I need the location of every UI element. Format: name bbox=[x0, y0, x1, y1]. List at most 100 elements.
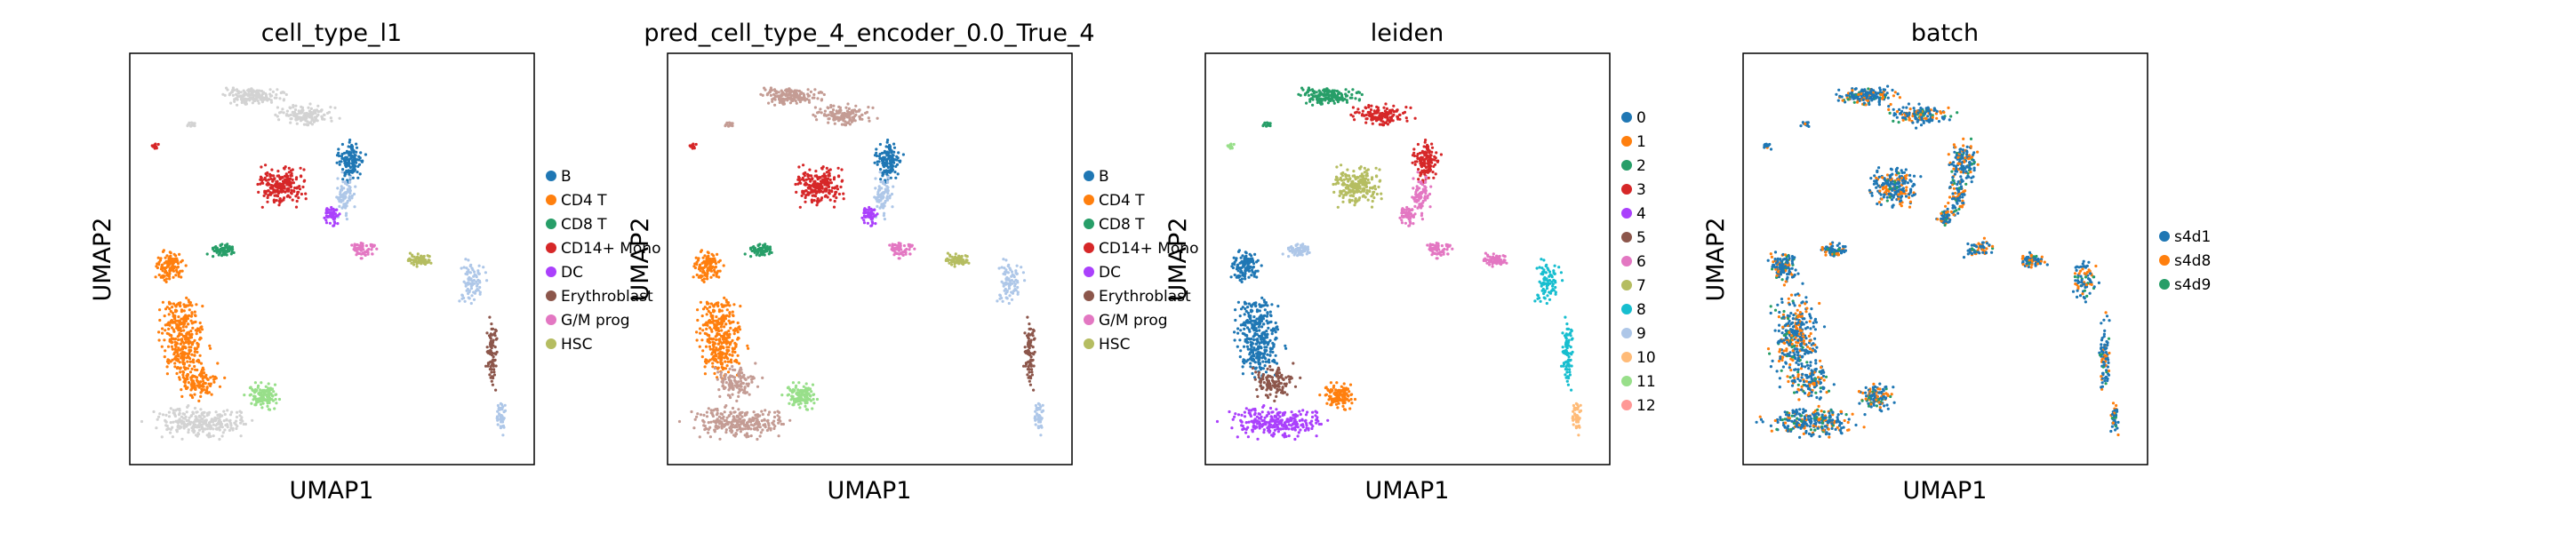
scatter-point bbox=[1423, 195, 1427, 198]
scatter-point bbox=[1424, 139, 1428, 142]
scatter-point bbox=[219, 243, 222, 247]
scatter-point bbox=[716, 411, 719, 415]
scatter-point bbox=[1036, 412, 1039, 416]
scatter-point bbox=[946, 251, 949, 255]
scatter-point bbox=[749, 255, 753, 259]
scatter-point bbox=[490, 322, 493, 326]
scatter-point bbox=[176, 408, 180, 411]
scatter-point bbox=[168, 333, 172, 337]
scatter-point bbox=[725, 416, 729, 419]
scatter-point bbox=[891, 205, 894, 209]
scatter-point bbox=[997, 266, 1001, 270]
scatter-point bbox=[266, 200, 269, 203]
scatter-point bbox=[778, 416, 781, 419]
scatter-point bbox=[998, 293, 1002, 297]
scatter-point bbox=[344, 195, 348, 198]
scatter-point bbox=[695, 263, 699, 266]
scatter-point bbox=[169, 251, 172, 255]
scatter-point bbox=[715, 315, 718, 319]
scatter-point bbox=[882, 165, 886, 169]
scatter-point bbox=[348, 172, 351, 176]
scatter-point bbox=[854, 104, 858, 107]
scatter-point bbox=[844, 120, 847, 123]
legend-marker bbox=[1084, 243, 1094, 253]
scatter-point bbox=[282, 198, 285, 202]
legend-marker bbox=[546, 290, 556, 301]
scatter-point bbox=[286, 189, 290, 193]
scatter-point bbox=[883, 191, 886, 195]
scatter-point bbox=[214, 245, 218, 249]
scatter-point bbox=[200, 426, 204, 429]
scatter-point bbox=[285, 109, 289, 113]
scatter-point bbox=[472, 298, 476, 301]
scatter-point bbox=[221, 431, 225, 434]
scatter-point bbox=[486, 349, 490, 353]
scatter-point bbox=[752, 248, 756, 251]
scatter-point bbox=[1311, 103, 1315, 107]
scatter-point bbox=[485, 279, 489, 282]
scatter-point bbox=[874, 222, 877, 226]
scatter-point bbox=[180, 340, 184, 344]
scatter-point bbox=[1316, 100, 1319, 105]
scatter-point bbox=[778, 96, 781, 100]
scatter-point bbox=[750, 378, 754, 381]
scatter-point bbox=[786, 386, 789, 390]
scatter-point bbox=[169, 254, 172, 258]
scatter-point bbox=[163, 314, 166, 318]
scatter-point bbox=[846, 121, 850, 124]
scatter-point bbox=[731, 423, 735, 426]
scatter-point bbox=[469, 301, 473, 306]
scatter-point bbox=[295, 122, 299, 125]
scatter-point bbox=[723, 386, 726, 391]
scatter-point bbox=[1026, 315, 1029, 319]
scatter-point bbox=[1428, 192, 1432, 196]
scatter-point bbox=[188, 301, 192, 305]
scatter-point bbox=[466, 273, 469, 276]
scatter-point bbox=[712, 274, 716, 277]
scatter-point bbox=[695, 415, 699, 418]
scatter-point bbox=[427, 259, 430, 262]
scatter-point bbox=[1375, 108, 1379, 113]
scatter-point bbox=[217, 419, 220, 423]
scatter-point bbox=[492, 370, 496, 374]
scatter-point bbox=[205, 434, 209, 437]
scatter-point bbox=[1344, 88, 1348, 91]
scatter-point bbox=[352, 151, 356, 155]
scatter-point bbox=[717, 388, 721, 392]
scatter-point bbox=[705, 313, 708, 316]
scatter-point bbox=[721, 381, 724, 385]
scatter-point bbox=[738, 387, 741, 391]
scatter-point bbox=[788, 96, 791, 99]
scatter-point bbox=[340, 142, 344, 147]
scatter-point bbox=[724, 298, 728, 302]
scatter-point bbox=[196, 424, 200, 427]
scatter-point bbox=[954, 252, 957, 256]
legend-marker bbox=[546, 314, 556, 325]
scatter-point bbox=[185, 386, 188, 391]
scatter-point bbox=[720, 319, 724, 322]
scatter-point bbox=[170, 267, 173, 271]
scatter-point bbox=[1015, 264, 1019, 267]
scatter-point bbox=[1358, 91, 1362, 94]
scatter-point bbox=[1340, 163, 1343, 167]
scatter-point bbox=[186, 375, 189, 378]
scatter-point bbox=[756, 385, 760, 388]
scatter-point bbox=[338, 163, 341, 166]
scatter-point bbox=[458, 299, 461, 303]
scatter-point bbox=[1041, 403, 1044, 407]
scatter-point bbox=[788, 402, 791, 405]
scatter-point bbox=[180, 394, 184, 398]
scatter-point bbox=[1007, 287, 1012, 290]
scatter-point bbox=[708, 257, 711, 260]
scatter-point bbox=[182, 426, 186, 430]
scatter-point bbox=[731, 406, 735, 410]
scatter-point bbox=[281, 107, 284, 111]
scatter-point bbox=[804, 389, 807, 393]
scatter-point bbox=[167, 257, 171, 260]
scatter-point bbox=[214, 248, 219, 251]
scatter-point bbox=[795, 384, 798, 387]
scatter-point bbox=[724, 331, 727, 335]
scatter-point bbox=[209, 424, 212, 427]
scatter-point bbox=[182, 309, 186, 313]
scatter-point bbox=[810, 174, 813, 178]
